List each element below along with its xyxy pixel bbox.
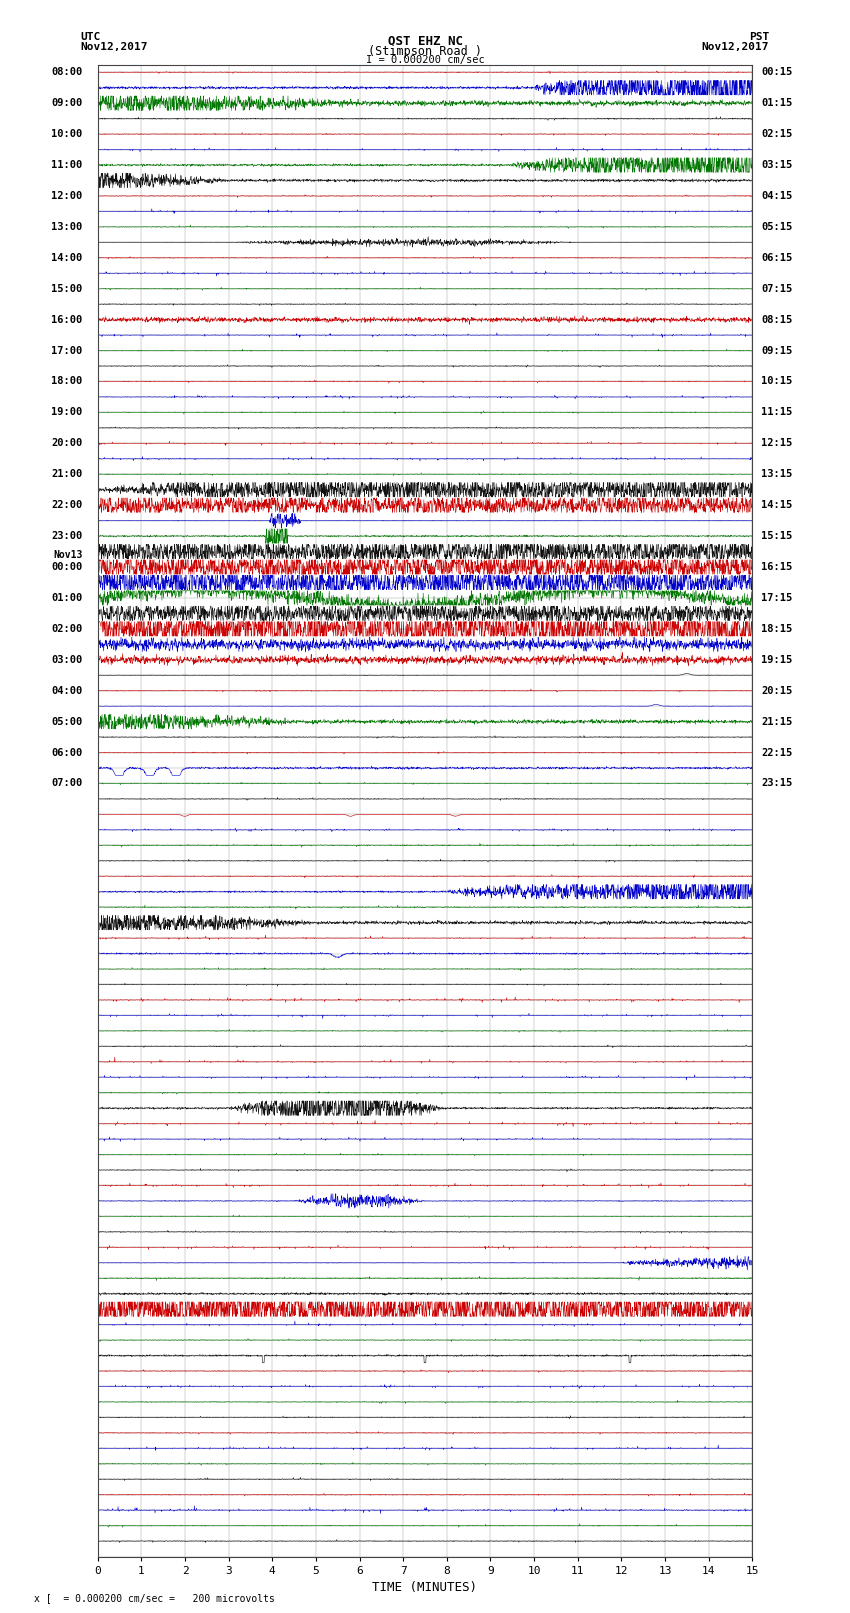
Text: 12:15: 12:15 [761, 439, 792, 448]
Text: 14:00: 14:00 [51, 253, 82, 263]
Text: 06:15: 06:15 [761, 253, 792, 263]
Text: 18:00: 18:00 [51, 376, 82, 387]
Text: x [  = 0.000200 cm/sec =   200 microvolts: x [ = 0.000200 cm/sec = 200 microvolts [34, 1594, 275, 1603]
Text: 19:00: 19:00 [51, 408, 82, 418]
Text: PST: PST [749, 32, 769, 42]
Text: 09:00: 09:00 [51, 98, 82, 108]
Text: 09:15: 09:15 [761, 345, 792, 355]
Text: 23:15: 23:15 [761, 779, 792, 789]
Text: 16:00: 16:00 [51, 315, 82, 324]
Text: 07:15: 07:15 [761, 284, 792, 294]
Text: 23:00: 23:00 [51, 531, 82, 540]
Text: 03:15: 03:15 [761, 160, 792, 169]
Text: 15:15: 15:15 [761, 531, 792, 540]
Text: 05:00: 05:00 [51, 716, 82, 726]
Text: 05:15: 05:15 [761, 223, 792, 232]
Text: 18:15: 18:15 [761, 624, 792, 634]
Text: 20:15: 20:15 [761, 686, 792, 695]
Text: 04:15: 04:15 [761, 190, 792, 202]
Text: 17:00: 17:00 [51, 345, 82, 355]
Text: 14:15: 14:15 [761, 500, 792, 510]
Text: Nov12,2017: Nov12,2017 [81, 42, 148, 52]
Text: UTC: UTC [81, 32, 101, 42]
Text: 02:00: 02:00 [51, 624, 82, 634]
Text: 01:15: 01:15 [761, 98, 792, 108]
Text: Nov12,2017: Nov12,2017 [702, 42, 769, 52]
Text: 11:15: 11:15 [761, 408, 792, 418]
Text: 22:00: 22:00 [51, 500, 82, 510]
Text: 12:00: 12:00 [51, 190, 82, 202]
Text: 00:15: 00:15 [761, 68, 792, 77]
Text: 07:00: 07:00 [51, 779, 82, 789]
Text: 01:00: 01:00 [51, 594, 82, 603]
X-axis label: TIME (MINUTES): TIME (MINUTES) [372, 1581, 478, 1594]
Text: 11:00: 11:00 [51, 160, 82, 169]
Text: 02:15: 02:15 [761, 129, 792, 139]
Text: 13:00: 13:00 [51, 223, 82, 232]
Text: 15:00: 15:00 [51, 284, 82, 294]
Text: 10:00: 10:00 [51, 129, 82, 139]
Text: 19:15: 19:15 [761, 655, 792, 665]
Text: 08:15: 08:15 [761, 315, 792, 324]
Text: 21:00: 21:00 [51, 469, 82, 479]
Text: OST EHZ NC: OST EHZ NC [388, 35, 462, 48]
Text: 20:00: 20:00 [51, 439, 82, 448]
Text: (Stimpson Road ): (Stimpson Road ) [368, 45, 482, 58]
Text: 06:00: 06:00 [51, 747, 82, 758]
Text: 13:15: 13:15 [761, 469, 792, 479]
Text: 16:15: 16:15 [761, 561, 792, 573]
Text: 08:00: 08:00 [51, 68, 82, 77]
Text: 04:00: 04:00 [51, 686, 82, 695]
Text: 17:15: 17:15 [761, 594, 792, 603]
Text: 21:15: 21:15 [761, 716, 792, 726]
Text: 03:00: 03:00 [51, 655, 82, 665]
Text: I = 0.000200 cm/sec: I = 0.000200 cm/sec [366, 55, 484, 65]
Text: Nov13: Nov13 [53, 550, 82, 560]
Text: 10:15: 10:15 [761, 376, 792, 387]
Text: 00:00: 00:00 [51, 561, 82, 573]
Text: 22:15: 22:15 [761, 747, 792, 758]
